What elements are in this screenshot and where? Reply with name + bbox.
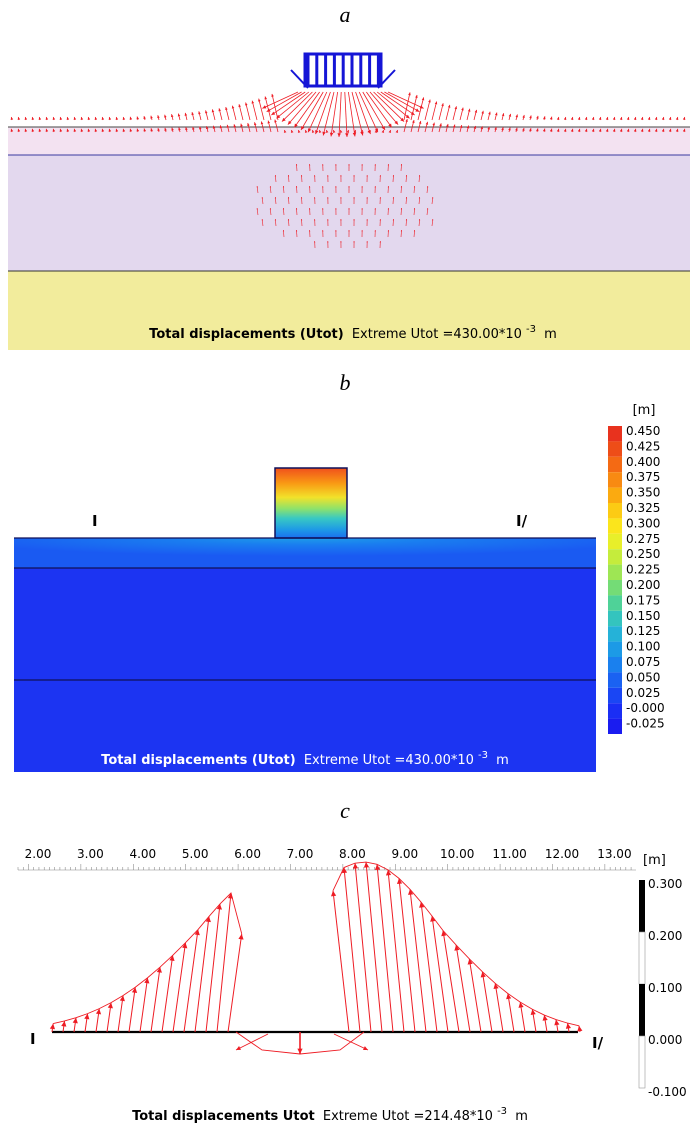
scale-value: 0.300	[648, 877, 682, 891]
loaded-block	[275, 468, 347, 538]
legend-value: 0.325	[626, 501, 660, 515]
legend-value: 0.200	[626, 578, 660, 592]
legend-value: 0.275	[626, 532, 660, 546]
legend-value: 0.100	[626, 640, 660, 654]
panel-b-contour-plot: I I/ [m] 0.4500.4250.4000.3750.3500.3250…	[0, 398, 690, 778]
displacement-vectors-c	[50, 862, 583, 1054]
legend-value: 0.025	[626, 686, 660, 700]
section-start-label-b: I	[92, 512, 98, 530]
legend-value: 0.400	[626, 455, 660, 469]
scale-value: -0.100	[648, 1085, 687, 1099]
surface-layer	[14, 538, 596, 568]
panel-c-figure: 2.00 3.00 4.00 5.00 6.00 7.00 8.00 9.00 10.00 11.…	[0, 830, 690, 1135]
legend-value: 0.300	[626, 516, 660, 530]
scale-labels: 0.300 0.200 0.100 0.000 -0.100	[648, 877, 687, 1099]
soil-domain	[14, 538, 596, 772]
legend-value: 0.225	[626, 563, 660, 577]
panel-c-section-plot: 2.00 3.00 4.00 5.00 6.00 7.00 8.00 9.00 10.00 11.…	[0, 830, 690, 1135]
ruler-tick-label: 8.00	[339, 847, 366, 861]
legend-value: 0.250	[626, 547, 660, 561]
legend-value: 0.350	[626, 486, 660, 500]
ruler-tick-label: 7.00	[287, 847, 314, 861]
ruler-tick-label: 9.00	[391, 847, 418, 861]
legend-value: 0.375	[626, 470, 660, 484]
ruler-tick-label: 6.00	[234, 847, 261, 861]
legend-value: 0.125	[626, 624, 660, 638]
legend-value: 0.175	[626, 593, 660, 607]
scale-value: 0.000	[648, 1033, 682, 1047]
section-start-label-c: I	[30, 1030, 36, 1048]
panel-a-label: a	[325, 2, 365, 28]
legend-value: 0.050	[626, 670, 660, 684]
ruler-tick-label: 5.00	[182, 847, 209, 861]
panel-a-model: Total displacements (Utot) Extreme Utot …	[8, 32, 690, 350]
panel-b-label: b	[325, 370, 365, 396]
legend-value: -0.000	[626, 701, 665, 715]
footing-structure	[291, 54, 395, 88]
section-end-label-b: I/	[516, 512, 528, 530]
legend-value: 0.450	[626, 424, 660, 438]
scale-value: 0.200	[648, 929, 682, 943]
scale-bar	[639, 880, 645, 1088]
legend-value: 0.150	[626, 609, 660, 623]
section-end-label-c: I/	[592, 1034, 604, 1052]
legend-value: 0.075	[626, 655, 660, 669]
legend-value: 0.425	[626, 439, 660, 453]
ruler-tick-label: 13.00	[597, 847, 631, 861]
panel-c-caption: Total displacements Utot Extreme Utot =2…	[132, 1103, 528, 1124]
ruler-tick-label: 12.00	[545, 847, 579, 861]
scale-value: 0.100	[648, 981, 682, 995]
ruler-tick-label: 3.00	[77, 847, 104, 861]
panel-c-label: c	[325, 798, 365, 824]
panel-a-figure: Total displacements (Utot) Extreme Utot …	[8, 32, 690, 350]
ruler-unit-c: [m]	[643, 853, 666, 868]
ruler-tick-label: 2.00	[25, 847, 52, 861]
legend-value: -0.025	[626, 717, 665, 731]
soil-layer-bottom	[8, 271, 690, 350]
distance-ruler: 2.00 3.00 4.00 5.00 6.00 7.00 8.00 9.00 10.00 11.…	[18, 847, 636, 870]
ruler-tick-label: 4.00	[129, 847, 156, 861]
ruler-tick-label: 10.00	[440, 847, 474, 861]
ruler-tick-label: 11.00	[492, 847, 526, 861]
legend-unit-b: [m]	[633, 403, 656, 418]
